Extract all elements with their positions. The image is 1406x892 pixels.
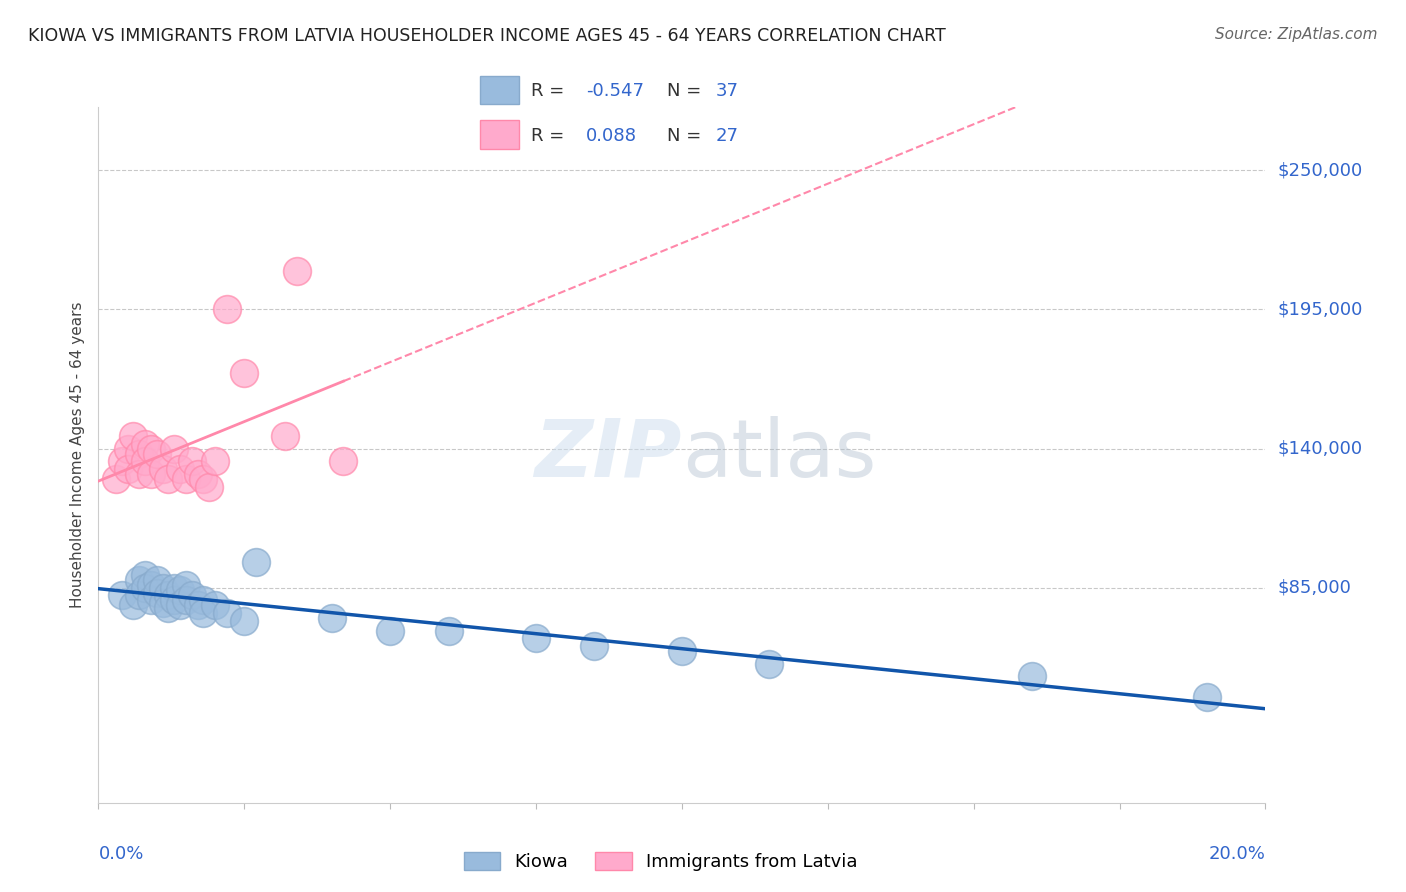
Text: 27: 27	[716, 127, 740, 145]
Text: R =: R =	[531, 82, 571, 100]
Point	[157, 472, 180, 486]
Point	[163, 593, 186, 607]
Point	[128, 467, 150, 481]
Point	[437, 624, 460, 638]
Point	[139, 593, 162, 607]
Point	[174, 593, 197, 607]
Bar	[479, 120, 519, 149]
Point	[117, 442, 139, 456]
Point	[174, 578, 197, 592]
Point	[524, 632, 547, 646]
Point	[169, 599, 191, 613]
Text: $140,000: $140,000	[1277, 440, 1362, 458]
Point	[285, 264, 308, 278]
Text: N =: N =	[668, 127, 707, 145]
Text: ZIP: ZIP	[534, 416, 682, 494]
Legend: Kiowa, Immigrants from Latvia: Kiowa, Immigrants from Latvia	[457, 845, 865, 879]
Point	[233, 366, 256, 380]
Point	[139, 578, 162, 592]
Point	[378, 624, 402, 638]
Point	[139, 467, 162, 481]
Text: 0.0%: 0.0%	[98, 845, 143, 863]
Text: 0.088: 0.088	[586, 127, 637, 145]
Point	[134, 581, 156, 595]
Point	[1021, 669, 1043, 683]
Text: $195,000: $195,000	[1277, 301, 1362, 318]
Point	[134, 436, 156, 450]
Text: R =: R =	[531, 127, 571, 145]
Text: -0.547: -0.547	[586, 82, 644, 100]
Point	[139, 442, 162, 456]
Point	[215, 606, 238, 620]
Text: 20.0%: 20.0%	[1209, 845, 1265, 863]
Point	[321, 611, 343, 625]
Point	[111, 454, 134, 468]
Point	[152, 596, 174, 610]
Point	[128, 573, 150, 587]
Text: $250,000: $250,000	[1277, 161, 1362, 179]
Point	[198, 479, 221, 493]
Point	[180, 454, 202, 468]
Point	[128, 588, 150, 602]
Point	[157, 601, 180, 615]
Y-axis label: Householder Income Ages 45 - 64 years: Householder Income Ages 45 - 64 years	[70, 301, 86, 608]
Text: atlas: atlas	[682, 416, 876, 494]
Point	[157, 588, 180, 602]
Text: 37: 37	[716, 82, 740, 100]
Point	[180, 588, 202, 602]
Point	[671, 644, 693, 658]
Point	[146, 573, 169, 587]
Point	[111, 588, 134, 602]
Text: N =: N =	[668, 82, 707, 100]
Point	[187, 599, 209, 613]
Point	[169, 462, 191, 476]
Point	[146, 447, 169, 461]
Point	[187, 467, 209, 481]
Point	[274, 429, 297, 443]
Bar	[479, 76, 519, 104]
Point	[128, 447, 150, 461]
Point	[163, 442, 186, 456]
Point	[104, 472, 127, 486]
Point	[204, 599, 226, 613]
Point	[152, 581, 174, 595]
Point	[146, 586, 169, 600]
Point	[122, 599, 145, 613]
Point	[758, 657, 780, 671]
Text: KIOWA VS IMMIGRANTS FROM LATVIA HOUSEHOLDER INCOME AGES 45 - 64 YEARS CORRELATIO: KIOWA VS IMMIGRANTS FROM LATVIA HOUSEHOL…	[28, 27, 946, 45]
Point	[215, 302, 238, 317]
Point	[134, 454, 156, 468]
Point	[233, 614, 256, 628]
Point	[117, 462, 139, 476]
Point	[332, 454, 354, 468]
Point	[152, 462, 174, 476]
Point	[204, 454, 226, 468]
Point	[1195, 690, 1218, 704]
Point	[245, 556, 267, 570]
Text: Source: ZipAtlas.com: Source: ZipAtlas.com	[1215, 27, 1378, 42]
Point	[193, 593, 215, 607]
Point	[134, 568, 156, 582]
Point	[163, 581, 186, 595]
Point	[174, 472, 197, 486]
Point	[169, 583, 191, 598]
Point	[583, 639, 606, 653]
Text: $85,000: $85,000	[1277, 579, 1351, 597]
Point	[122, 429, 145, 443]
Point	[193, 472, 215, 486]
Point	[193, 606, 215, 620]
